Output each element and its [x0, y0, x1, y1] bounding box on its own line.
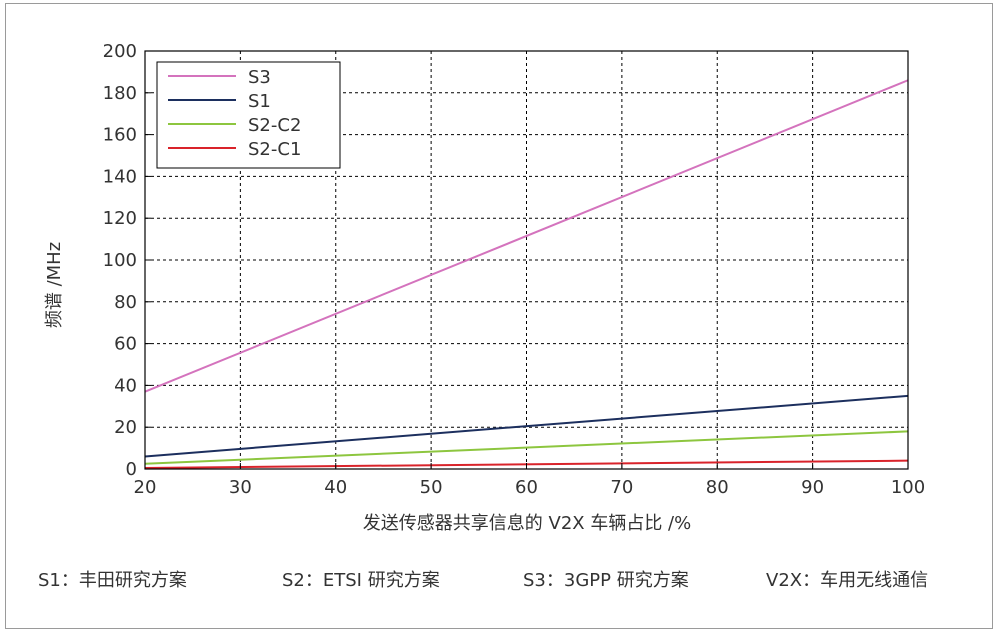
footnote-s2: S2：ETSI 研究方案	[282, 570, 440, 591]
x-tick-label: 80	[706, 477, 729, 498]
legend-label-s2-c2: S2-C2	[248, 115, 301, 136]
tick-labels: 20 30 40 50 60 70 80 90 100020406080100120140160…	[103, 41, 926, 498]
footnote-v2x: V2X：车用无线通信	[766, 570, 929, 591]
series-line-s3	[144, 79, 909, 393]
series-line-s2-c2	[144, 430, 909, 465]
line-chart: 20 30 40 50 60 70 80 90 100020406080100120140160…	[44, 41, 926, 534]
x-axis-label: 发送传感器共享信息的 V2X 车辆占比 /%	[363, 513, 691, 534]
x-tick-label: 60	[515, 477, 538, 498]
legend-label-s2-c1: S2-C1	[248, 139, 301, 160]
y-tick-label: 20	[114, 417, 137, 438]
legend-label-s1: S1	[248, 91, 271, 112]
y-tick-label: 180	[103, 83, 137, 104]
x-tick-label: 100	[891, 477, 925, 498]
legend-box	[156, 61, 341, 169]
y-tick-label: 0	[126, 459, 137, 480]
y-tick-label: 60	[114, 334, 137, 355]
series-line-s1	[144, 394, 909, 458]
y-tick-label: 140	[103, 166, 137, 187]
y-tick-label: 80	[114, 292, 137, 313]
x-tick-label: 70	[610, 477, 633, 498]
y-tick-label: 200	[103, 41, 137, 62]
y-axis-label: 频谱 /MHz	[44, 242, 65, 328]
y-tick-label: 120	[103, 208, 137, 229]
x-tick-label: 40	[324, 477, 347, 498]
footnote-s3: S3：3GPP 研究方案	[523, 570, 689, 591]
x-tick-label: 90	[801, 477, 824, 498]
y-tick-label: 40	[114, 375, 137, 396]
figure-frame	[5, 3, 993, 629]
x-tick-label: 20	[134, 477, 157, 498]
y-tick-label: 100	[103, 250, 137, 271]
y-tick-label: 160	[103, 125, 137, 146]
legend-label-s3: S3	[248, 67, 271, 88]
legend: S3 S1 S2-C2 S2-C1	[156, 61, 341, 169]
x-tick-label: 30	[229, 477, 252, 498]
footnote-s1: S1：丰田研究方案	[38, 570, 187, 591]
x-tick-label: 50	[420, 477, 443, 498]
